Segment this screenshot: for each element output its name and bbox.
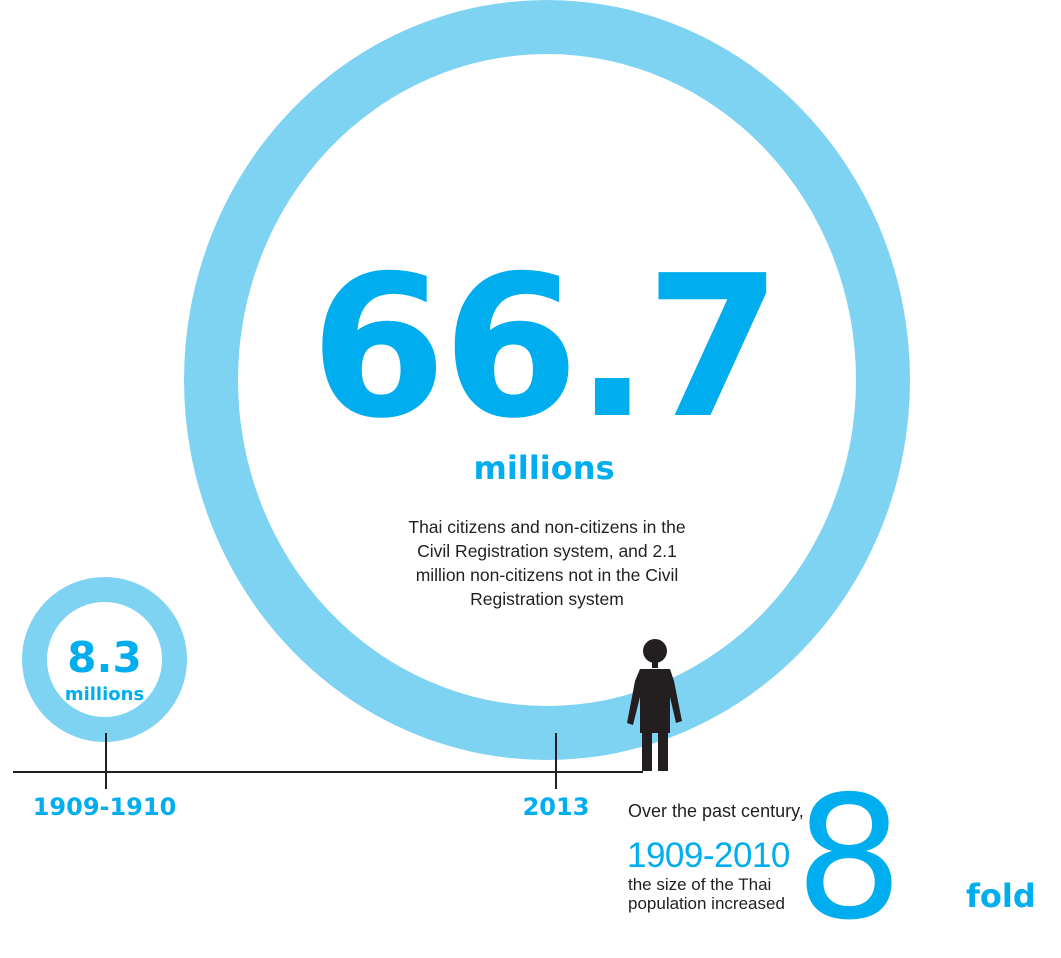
population-1909-unit: millions [64,684,145,705]
person-icon [627,639,682,771]
population-2013-unit: millions [473,449,615,487]
fact-multiplier: 8 [795,760,904,958]
timeline-tick-2013 [555,733,557,789]
population-2013-description: Thai citizens and non-citizens in the Ci… [408,517,686,609]
fact-multiplier-unit: fold [966,877,1036,915]
year-label-1909-1910: 1909-1910 [32,793,177,821]
population-1909-value: 8.3 [67,633,142,682]
timeline-axis [13,771,643,773]
year-label-2013: 2013 [522,793,590,821]
timeline-tick-1909 [105,733,107,789]
fact-text: the size of the Thai population increase… [628,875,785,913]
fact-years: 1909-2010 [627,836,790,875]
fact-intro: Over the past century, [628,801,804,821]
population-2013-value: 66.7 [310,234,782,462]
